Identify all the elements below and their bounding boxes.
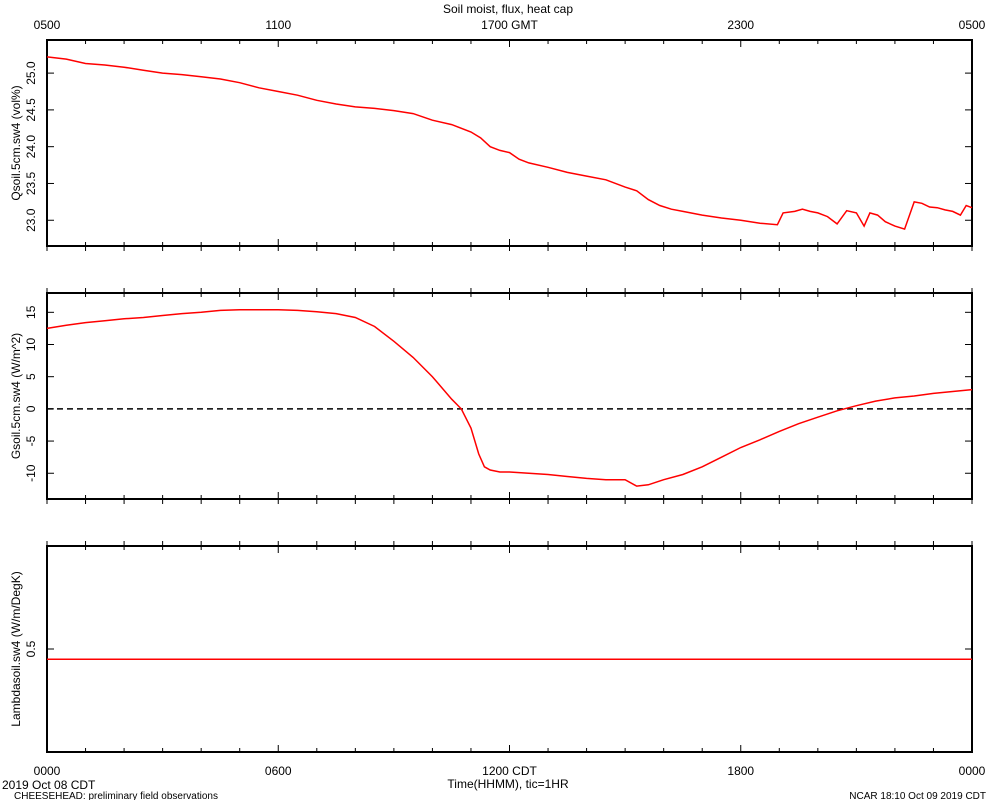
plot-frame (46, 292, 973, 500)
y-tick-label: -10 (24, 464, 38, 482)
y-tick-label: 5 (24, 373, 38, 380)
footer-project: CHEESEHEAD: preliminary field observatio… (14, 791, 218, 800)
top-tick-label: 0500 (959, 18, 986, 32)
bottom-tick-label: 0600 (265, 764, 292, 778)
y-tick-label: 10 (24, 338, 38, 352)
x-axis-label: Time(HHMM), tic=1HR (447, 777, 569, 791)
y-axis-label: Gsoil.5cm.sw4 (W/m^2) (9, 333, 23, 459)
y-tick-label: 24.5 (24, 98, 38, 122)
plot-frame (46, 545, 973, 753)
bottom-tick-label: 0000 (959, 764, 986, 778)
footer-start-date: 2019 Oct 08 CDT (2, 778, 96, 792)
y-tick-label: 0 (24, 405, 38, 412)
y-axis-label: Lambdasoil.sw4 (W/m/DegK) (9, 571, 23, 726)
bottom-tick-label: 0000 (34, 764, 61, 778)
y-tick-label: -5 (24, 435, 38, 446)
y-tick-label: 0.5 (24, 640, 38, 657)
y-tick-label: 15 (24, 305, 38, 319)
chart-title: Soil moist, flux, heat cap (443, 2, 573, 16)
footer-credit: NCAR 18:10 Oct 09 2019 CDT (849, 791, 986, 800)
top-tick-label: 2300 (727, 18, 754, 32)
y-tick-label: 23.0 (24, 208, 38, 232)
plot-frame (46, 39, 973, 247)
y-tick-label: 25.0 (24, 61, 38, 85)
top-tick-label: 0500 (34, 18, 61, 32)
y-axis-label: Qsoil.5cm.sw4 (vol%) (9, 85, 23, 200)
top-axis-labels: 0500 1100 1700 GMT 2300 0500 (34, 18, 986, 32)
top-tick-label: 1700 GMT (481, 18, 538, 32)
bottom-tick-label: 1800 (727, 764, 754, 778)
series-line (46, 308, 973, 487)
y-tick-label: 24.0 (24, 135, 38, 159)
bottom-tick-label: 1200 CDT (482, 764, 537, 778)
y-tick-label: 23.5 (24, 171, 38, 195)
top-tick-label: 1100 (265, 18, 291, 32)
series-line (46, 56, 973, 231)
bottom-axis-labels: 0000 0600 1200 CDT 1800 0000 (34, 764, 986, 778)
